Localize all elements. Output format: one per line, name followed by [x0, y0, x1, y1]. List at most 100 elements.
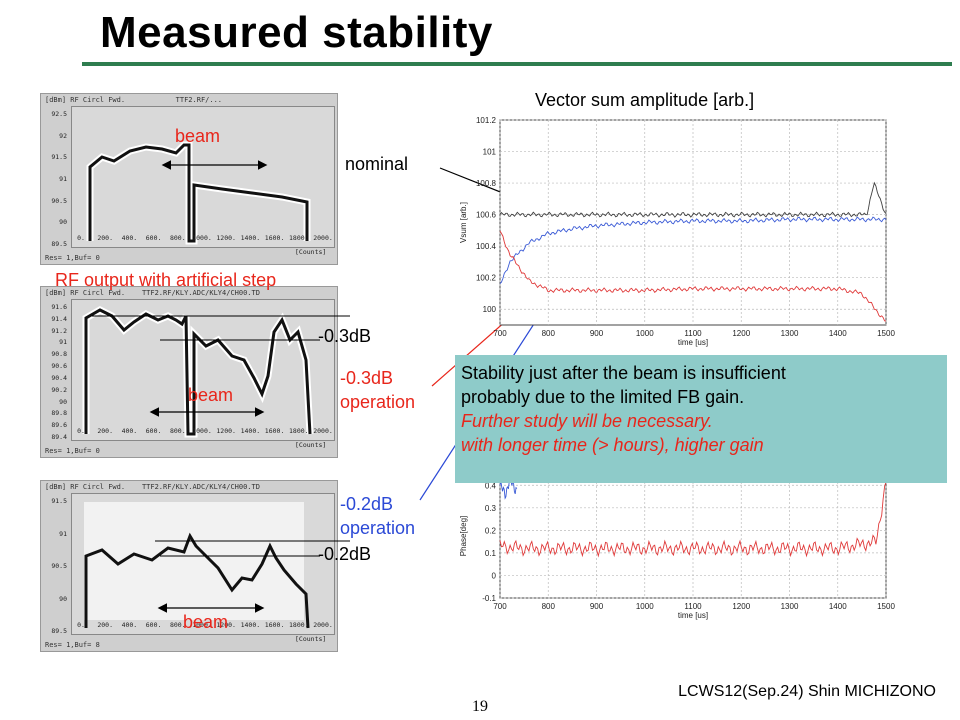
beam-label-top: beam	[175, 126, 221, 146]
scope-ytick: 91.5	[51, 497, 67, 505]
scope-ytick: 90.8	[51, 350, 67, 359]
scope-xtick: 2000.	[313, 621, 333, 629]
page-number: 19	[472, 698, 488, 715]
scope-ytick: 91.2	[51, 326, 67, 335]
scope-top-footer: Res= 1,Buf= 0	[45, 254, 100, 262]
scope-ytick: 90	[59, 397, 67, 406]
x-axis-label: time [us]	[678, 338, 708, 347]
scope-ytick: 89.8	[51, 409, 67, 418]
y-axis-label: Phase[deg]	[459, 516, 468, 556]
callout-line-1: Stability just after the beam is insuffi…	[461, 363, 786, 383]
scope-ytick: 90	[59, 218, 67, 227]
op-02-label: -0.2dB operation	[340, 494, 416, 538]
scope-ytick: 92.5	[51, 110, 67, 118]
scope-top-plot	[71, 106, 335, 248]
y-tick-label: 0.4	[485, 481, 497, 490]
x-tick-label: 1300	[781, 602, 799, 611]
x-tick-label: 1100	[684, 602, 702, 611]
y-tick-label: 100.6	[476, 211, 497, 220]
scope-xtick: 0.	[77, 621, 85, 629]
series-line	[499, 181, 887, 218]
x-tick-label: 1500	[877, 329, 895, 338]
y-axis-label: Vsum [arb.]	[459, 202, 468, 243]
scope-xunit: [Counts]	[295, 441, 327, 449]
scope-xtick: 1000.	[192, 234, 212, 242]
callout-line-2: probably due to the limited FB gain.	[461, 387, 745, 407]
vsum-chart: 700 800 900 1000 1100 1200 1300 1400 1500 101.2 10…	[459, 116, 895, 347]
x-tick-label: 1200	[732, 602, 750, 611]
scope-xtick: 1600.	[264, 621, 285, 629]
scope-xtick: 2000.	[313, 234, 333, 242]
x-tick-label: 800	[542, 602, 556, 611]
x-tick-label: 800	[542, 329, 556, 338]
y-tick-label: 0.1	[485, 549, 497, 558]
scope-xtick: 1200.	[216, 234, 236, 242]
scope-xtick: 0.	[77, 427, 85, 435]
y-tick-label: 100	[483, 305, 497, 314]
scope-xtick: 400.	[121, 234, 138, 242]
scope-xtick: 1200.	[216, 427, 236, 435]
scope-ytick: 89.5	[51, 627, 67, 635]
x-tick-label: 1000	[636, 329, 654, 338]
scope-xtick: 0.	[77, 234, 85, 242]
y-tick-label: 100.4	[476, 242, 497, 251]
scope-xtick: 1800.	[289, 234, 309, 242]
scope-ytick: 90.5	[51, 196, 67, 205]
x-tick-label: 1400	[829, 329, 847, 338]
rf-output-label: RF output with artificial step	[55, 270, 277, 290]
scope-ytick: 89.5	[51, 240, 67, 248]
y-tick-label: 0.3	[485, 504, 497, 513]
scope-xunit: [Counts]	[295, 248, 327, 256]
scope-bottom-trace	[84, 502, 310, 629]
scope-xtick: 200.	[97, 427, 114, 435]
callout-line-4: with longer time (> hours), higher gain	[461, 435, 764, 455]
scope-xtick: 800.	[169, 234, 186, 242]
y-tick-label: 0.2	[485, 526, 497, 535]
scope-xtick: 1000.	[192, 427, 212, 435]
scope-xtick: 1600.	[264, 234, 285, 242]
scope-xtick: 400.	[121, 427, 138, 435]
x-tick-label: 1400	[829, 602, 847, 611]
step-02-label: -0.2dB	[318, 544, 372, 564]
x-tick-label: 900	[590, 602, 604, 611]
y-tick-label: 101	[483, 148, 497, 157]
scope-xtick: 200.	[97, 234, 114, 242]
scope-xtick: 1800.	[289, 427, 309, 435]
series-line	[499, 216, 887, 284]
scope-xtick: 1400.	[240, 621, 261, 629]
y-tick-label: 101.2	[476, 116, 497, 125]
scope-xtick: 2000.	[313, 427, 333, 435]
scope-top-trace	[86, 141, 311, 245]
scope-mid-header: [dBm] RF Circl Fwd. TTF2.RF/KLY.ADC/KLY4…	[45, 289, 260, 297]
scope-top-header: [dBm] RF Circl Fwd. TTF2.RF/...	[45, 96, 223, 104]
op-03-label: -0.3dB operation	[340, 368, 416, 412]
scope-xtick: 400.	[121, 621, 138, 629]
phase-chart: 700 800 900 1000 1100 1200 1300 1400 1500 0.4 0.3 0…	[459, 473, 895, 620]
scope-mid-footer: Res= 1,Buf= 0	[45, 447, 100, 455]
stability-callout: Stability just after the beam is insuffi…	[455, 355, 947, 483]
scope-bottom-header: [dBm] RF Circl Fwd. TTF2.RF/KLY.ADC/KLY4…	[45, 483, 260, 491]
step-03-label: -0.3dB	[318, 326, 372, 346]
callout-line-3: Further study will be necessary.	[461, 411, 713, 431]
x-tick-label: 1100	[684, 329, 702, 338]
y-tick-label: 100.8	[476, 179, 497, 188]
scope-xtick: 1400.	[240, 427, 261, 435]
scope-ytick: 91.4	[51, 314, 67, 323]
y-tick-label: 100.2	[476, 274, 497, 283]
series-line	[499, 474, 518, 500]
x-tick-label: 900	[590, 329, 604, 338]
slide-title: Measured stability	[100, 8, 493, 57]
footer-credit: LCWS12(Sep.24) Shin MICHIZONO	[678, 683, 936, 700]
scope-mid-trace	[82, 306, 314, 438]
title-underline	[82, 62, 952, 66]
scope-ytick: 91.5	[51, 153, 67, 162]
scope-xtick: 1600.	[264, 427, 285, 435]
series-line	[499, 230, 887, 322]
scope-bottom-footer: Res= 1,Buf= 8	[45, 641, 100, 649]
scope-ytick: 90.5	[51, 562, 67, 570]
scope-xtick: 1800.	[289, 621, 309, 629]
scope-xtick: 600.	[145, 427, 162, 435]
scope-mid-plot	[71, 299, 335, 441]
scope-mid: [dBm] RF Circl Fwd. TTF2.RF/KLY.ADC/KLY4…	[40, 286, 338, 458]
scope-ytick: 90.6	[51, 362, 67, 371]
